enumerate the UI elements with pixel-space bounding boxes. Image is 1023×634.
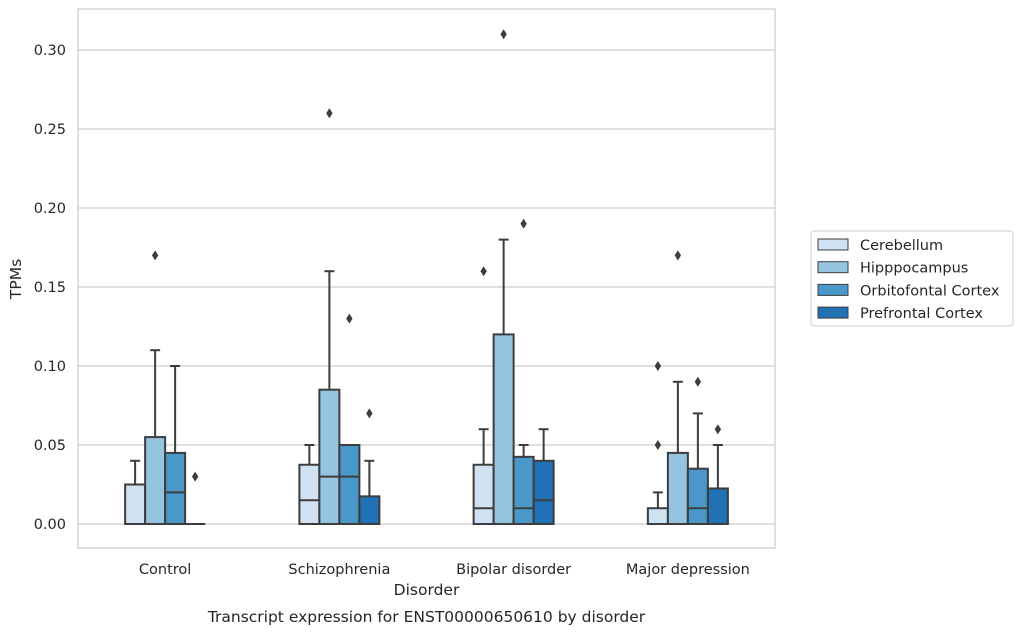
box-body [686,467,709,526]
box-body [124,483,147,525]
y-tick-label-6: 0.30 [34,43,66,59]
legend-swatch-0 [817,238,849,251]
box-0-3 [185,471,206,525]
box-body [666,451,689,525]
box-0-2 [164,365,187,525]
legend-frame [810,230,1014,327]
chart-caption: Transcript expression for ENST0000065061… [207,608,646,626]
box-2-1 [492,29,515,525]
x-tick-label-0: Control [139,562,191,578]
legend-label-2: Orbitofontal Cortex [860,283,1000,299]
box-body [164,451,187,525]
outlier-point-0 [520,218,527,229]
outlier-point-0 [191,471,199,482]
outlier-point-1 [654,361,662,371]
outlier-point-0 [674,250,682,261]
box-1-3 [358,408,381,526]
y-tick-label-4: 0.20 [34,201,66,217]
box-body [472,463,495,525]
box-body [338,444,361,525]
legend: Cerebellum Hipppocampus Orbitofontal Corte… [810,230,1014,327]
box-3-0 [646,361,669,526]
y-tick-labels: 0.00 0.05 0.10 0.15 0.20 0.25 0.30 [34,43,66,533]
y-tick-label-5: 0.25 [34,122,66,138]
outlier-point-0 [654,440,662,450]
legend-swatch-3 [817,306,849,319]
x-tick-label-2: Bipolar disorder [456,562,571,578]
x-tick-label-1: Schizophrenia [288,562,390,578]
box-0-0 [124,459,147,525]
box-body [532,459,555,525]
outlier-point-0 [714,424,722,435]
outlier-point-0 [151,250,159,261]
x-axis-title: Disorder [394,581,460,599]
box-1-1 [318,108,341,526]
legend-label-3: Prefrontal Cortex [860,306,983,322]
box-body [358,495,381,526]
box-body [298,463,321,525]
plot-frame [77,8,776,549]
y-tick-label-3: 0.15 [34,280,66,296]
outlier-point-0 [346,313,353,324]
outlier-point-0 [480,266,487,277]
box-body [646,507,669,526]
box-2-2 [512,218,535,526]
box-body [512,455,535,526]
box-elements [124,29,729,526]
outlier-point-0 [326,108,333,119]
x-tick-labels: Control Schizophrenia Bipolar disorder Majo… [139,562,750,578]
y-tick-label-2: 0.10 [34,359,66,375]
y-tick-label-0: 0.00 [34,517,66,533]
outlier-point-0 [694,376,702,387]
legend-swatch-2 [817,283,849,296]
plot-area [78,9,775,548]
x-tick-label-3: Major depression [626,562,750,578]
outlier-point-0 [366,408,373,419]
box-body [318,388,341,526]
legend-label-1: Hipppocampus [860,261,968,277]
y-axis-title: TPMs [7,259,25,300]
y-tick-label-1: 0.05 [34,438,66,454]
legend-label-0: Cerebellum [860,238,943,254]
legend-swatch-1 [817,261,849,274]
box-body [492,333,515,525]
box-1-2 [338,313,361,525]
outlier-point-0 [500,29,507,40]
box-2-3 [532,428,555,525]
box-body [144,436,167,526]
box-body [706,487,729,526]
box-3-3 [706,424,729,526]
